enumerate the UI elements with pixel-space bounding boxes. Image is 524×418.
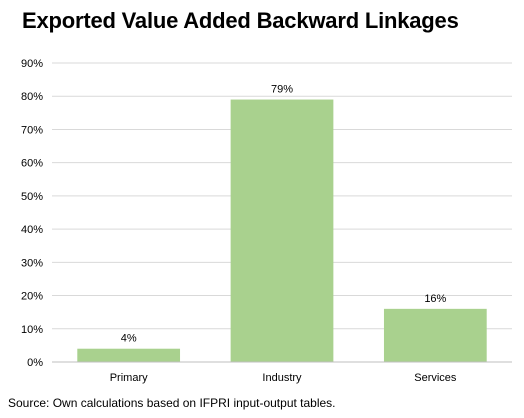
data-label: 79% bbox=[271, 84, 293, 96]
data-label: 16% bbox=[424, 293, 446, 305]
y-tick-label: 10% bbox=[21, 324, 43, 336]
y-tick-label: 80% bbox=[21, 91, 43, 103]
y-tick-label: 0% bbox=[27, 357, 43, 369]
y-tick-label: 30% bbox=[21, 257, 43, 269]
y-tick-label: 60% bbox=[21, 158, 43, 170]
y-tick-label: 20% bbox=[21, 291, 43, 303]
y-tick-label: 50% bbox=[21, 191, 43, 203]
y-axis-tick-labels: 0% 10% 20% 30% 40% 50% 60% 70% 80% 90% bbox=[21, 58, 43, 369]
source-note: Source: Own calculations based on IFPRI … bbox=[8, 396, 336, 410]
bar-industry bbox=[230, 99, 334, 363]
data-labels: 4% 79% 16% bbox=[121, 84, 447, 345]
chart-title: Exported Value Added Backward Linkages bbox=[22, 8, 459, 33]
x-axis-tick-labels: Primary Industry Services bbox=[110, 372, 457, 384]
bar-primary bbox=[77, 348, 181, 362]
x-tick-label: Services bbox=[414, 372, 457, 384]
y-tick-label: 70% bbox=[21, 124, 43, 136]
y-tick-label: 90% bbox=[21, 58, 43, 70]
x-tick-label: Primary bbox=[110, 372, 148, 384]
bars bbox=[77, 99, 487, 363]
data-label: 4% bbox=[121, 333, 137, 345]
x-tick-label: Industry bbox=[262, 372, 302, 384]
bar-services bbox=[383, 308, 487, 362]
y-tick-label: 40% bbox=[21, 224, 43, 236]
